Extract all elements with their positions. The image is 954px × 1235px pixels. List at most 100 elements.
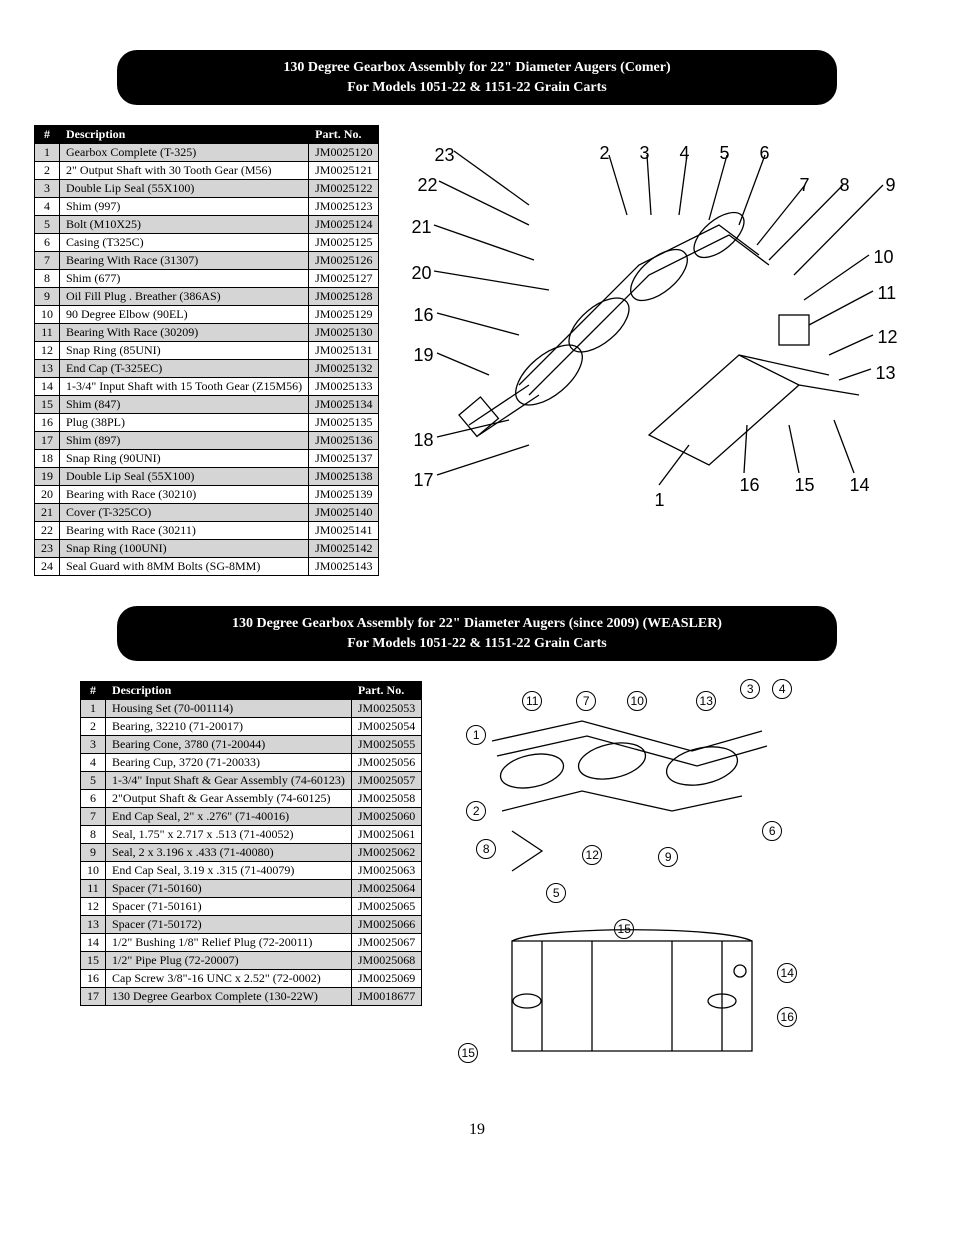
col-desc-header: Description (106, 682, 352, 700)
row-desc: Bearing, 32210 (71-20017) (106, 718, 352, 736)
diagram-callout: 1 (466, 723, 486, 745)
diagram-callout: 17 (413, 470, 433, 491)
row-desc: Casing (T325C) (60, 234, 309, 252)
row-num: 16 (35, 414, 60, 432)
row-desc: Gearbox Complete (T-325) (60, 144, 309, 162)
row-desc: Bearing with Race (30211) (60, 522, 309, 540)
row-part: JM0025133 (309, 378, 379, 396)
row-part: JM0025125 (309, 234, 379, 252)
row-num: 7 (35, 252, 60, 270)
row-num: 21 (35, 504, 60, 522)
row-part: JM0025063 (351, 862, 421, 880)
table-row: 1090 Degree Elbow (90EL)JM0025129 (35, 306, 379, 324)
table-row: 13End Cap (T-325EC)JM0025132 (35, 360, 379, 378)
row-num: 8 (81, 826, 106, 844)
diagram-callout: 2 (599, 143, 609, 164)
row-part: JM0025127 (309, 270, 379, 288)
row-num: 4 (81, 754, 106, 772)
diagram-callout: 14 (849, 475, 869, 496)
row-desc: End Cap (T-325EC) (60, 360, 309, 378)
diagram-callout: 13 (696, 689, 716, 711)
row-num: 14 (35, 378, 60, 396)
table-row: 4Shim (997)JM0025123 (35, 198, 379, 216)
row-desc: Seal, 1.75" x 2.717 x .513 (71-40052) (106, 826, 352, 844)
row-desc: Cover (T-325CO) (60, 504, 309, 522)
table-row: 15Shim (847)JM0025134 (35, 396, 379, 414)
row-part: JM0025055 (351, 736, 421, 754)
diagram-callout: 6 (759, 143, 769, 164)
table-row: 1Housing Set (70-001114)JM0025053 (81, 700, 422, 718)
row-desc: 1/2" Bushing 1/8" Relief Plug (72-20011) (106, 934, 352, 952)
row-part: JM0018677 (351, 988, 421, 1006)
row-num: 10 (81, 862, 106, 880)
table-row: 151/2" Pipe Plug (72-20007)JM0025068 (81, 952, 422, 970)
row-num: 11 (35, 324, 60, 342)
row-desc: Bearing with Race (30210) (60, 486, 309, 504)
section2-diagram: 1171013341286129515141615 (442, 681, 914, 1081)
row-num: 5 (81, 772, 106, 790)
table-row: 6Casing (T325C)JM0025125 (35, 234, 379, 252)
row-desc: Shim (677) (60, 270, 309, 288)
diagram-callout: 16 (413, 305, 433, 326)
row-num: 18 (35, 450, 60, 468)
table-row: 22Bearing with Race (30211)JM0025141 (35, 522, 379, 540)
table-row: 10End Cap Seal, 3.19 x .315 (71-40079)JM… (81, 862, 422, 880)
section1-parts-table: # Description Part. No. 1Gearbox Complet… (34, 125, 379, 576)
row-part: JM0025124 (309, 216, 379, 234)
row-part: JM0025131 (309, 342, 379, 360)
row-desc: Bearing Cone, 3780 (71-20044) (106, 736, 352, 754)
diagram-callout: 1 (654, 490, 664, 511)
row-num: 15 (81, 952, 106, 970)
row-part: JM0025061 (351, 826, 421, 844)
section2-title: 130 Degree Gearbox Assembly for 22" Diam… (117, 606, 837, 661)
row-num: 2 (35, 162, 60, 180)
row-desc: End Cap Seal, 3.19 x .315 (71-40079) (106, 862, 352, 880)
row-part: JM0025058 (351, 790, 421, 808)
diagram-callout: 8 (476, 837, 496, 859)
row-num: 22 (35, 522, 60, 540)
row-part: JM0025137 (309, 450, 379, 468)
col-part-header: Part. No. (309, 126, 379, 144)
row-desc: Shim (997) (60, 198, 309, 216)
row-num: 3 (35, 180, 60, 198)
row-part: JM0025123 (309, 198, 379, 216)
row-desc: Snap Ring (90UNI) (60, 450, 309, 468)
row-num: 14 (81, 934, 106, 952)
row-desc: Seal, 2 x 3.196 x .433 (71-40080) (106, 844, 352, 862)
row-num: 11 (81, 880, 106, 898)
diagram-callout: 2 (466, 799, 486, 821)
table-row: 12Spacer (71-50161)JM0025065 (81, 898, 422, 916)
row-desc: Bearing With Race (30209) (60, 324, 309, 342)
table-row: 19Double Lip Seal (55X100)JM0025138 (35, 468, 379, 486)
row-part: JM0025135 (309, 414, 379, 432)
table-row: 21Cover (T-325CO)JM0025140 (35, 504, 379, 522)
row-desc: Oil Fill Plug . Breather (386AS) (60, 288, 309, 306)
diagram-callout: 21 (411, 217, 431, 238)
diagram-callout: 11 (522, 689, 542, 711)
row-desc: Cap Screw 3/8"-16 UNC x 2.52" (72-0002) (106, 970, 352, 988)
row-num: 6 (35, 234, 60, 252)
row-part: JM0025068 (351, 952, 421, 970)
table-row: 1Gearbox Complete (T-325)JM0025120 (35, 144, 379, 162)
table-row: 16Cap Screw 3/8"-16 UNC x 2.52" (72-0002… (81, 970, 422, 988)
row-desc: Bearing With Race (31307) (60, 252, 309, 270)
row-desc: 2" Output Shaft with 30 Tooth Gear (M56) (60, 162, 309, 180)
diagram-callout: 13 (875, 363, 895, 384)
table-row: 3Bearing Cone, 3780 (71-20044)JM0025055 (81, 736, 422, 754)
row-num: 23 (35, 540, 60, 558)
table-row: 20Bearing with Race (30210)JM0025139 (35, 486, 379, 504)
col-part-header: Part. No. (351, 682, 421, 700)
row-num: 17 (35, 432, 60, 450)
section2-title-line2: For Models 1051-22 & 1151-22 Grain Carts (347, 636, 607, 651)
diagram-callout: 4 (772, 677, 792, 699)
diagram-callout: 11 (877, 283, 896, 304)
diagram-callout: 20 (411, 263, 431, 284)
diagram-callout: 15 (794, 475, 814, 496)
row-desc: Double Lip Seal (55X100) (60, 468, 309, 486)
row-desc: Snap Ring (85UNI) (60, 342, 309, 360)
diagram-callout: 16 (777, 1005, 797, 1027)
section2-parts-table: # Description Part. No. 1Housing Set (70… (80, 681, 422, 1006)
row-desc: 1/2" Pipe Plug (72-20007) (106, 952, 352, 970)
row-num: 9 (35, 288, 60, 306)
table-row: 9Seal, 2 x 3.196 x .433 (71-40080)JM0025… (81, 844, 422, 862)
